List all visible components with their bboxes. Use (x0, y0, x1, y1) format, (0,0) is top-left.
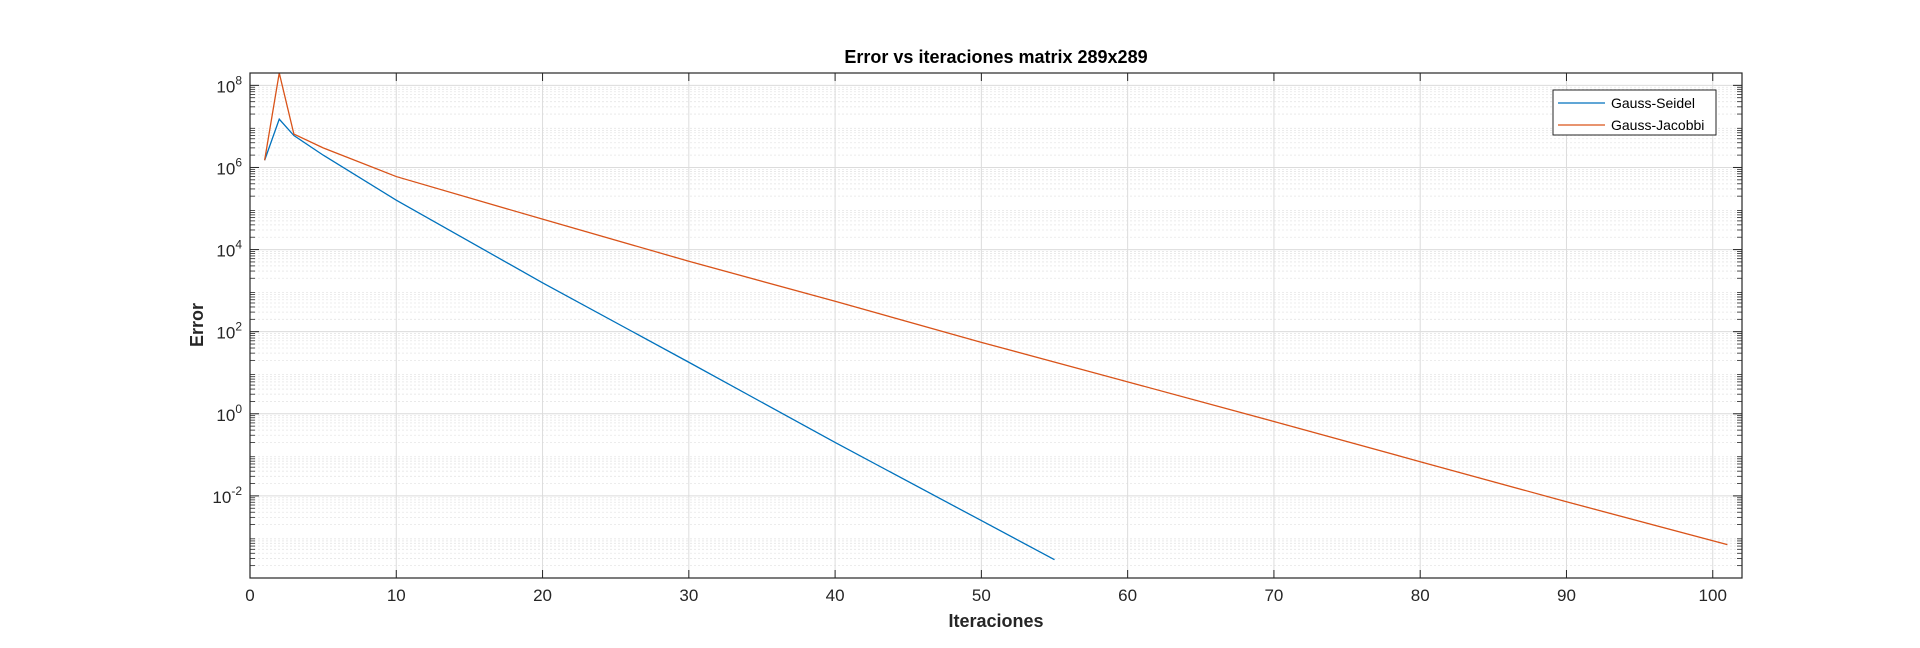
x-tick-label: 50 (972, 586, 991, 605)
y-tick-label: 100 (216, 402, 242, 425)
x-tick-label: 100 (1699, 586, 1727, 605)
legend: Gauss-Seidel Gauss-Jacobbi (1552, 89, 1717, 136)
x-tick-label: 90 (1557, 586, 1576, 605)
tick-labels: 0 10 20 30 40 50 60 70 80 90 100 10-2 100 102 104 106 10… (212, 73, 1727, 605)
ticks (249, 73, 1742, 578)
x-tick-label: 30 (679, 586, 698, 605)
legend-label-gauss-jacobbi: Gauss-Jacobbi (1611, 117, 1704, 133)
x-tick-label: 60 (1118, 586, 1137, 605)
x-tick-label: 10 (387, 586, 406, 605)
series-layer (263, 73, 1728, 561)
y-tick-label: 106 (216, 155, 242, 178)
x-tick-label: 40 (826, 586, 845, 605)
x-axis-label: Iteraciones (948, 611, 1043, 631)
series-line-gauss-jacobbi (263, 73, 1728, 546)
chart-title: Error vs iteraciones matrix 289x289 (844, 47, 1147, 67)
y-tick-label: 108 (216, 73, 242, 96)
x-tick-label: 70 (1264, 586, 1283, 605)
x-tick-label: 80 (1411, 586, 1430, 605)
y-axis-label: Error (187, 303, 207, 347)
axes-box (249, 72, 1743, 579)
x-tick-label: 20 (533, 586, 552, 605)
y-tick-label: 10-2 (212, 484, 242, 507)
x-tick-label: 0 (245, 586, 254, 605)
y-tick-label: 102 (216, 320, 242, 343)
series-line-gauss-seidel (264, 117, 1055, 561)
y-tick-label: 104 (216, 238, 242, 261)
minor-grid (250, 86, 1742, 567)
legend-box (1552, 89, 1717, 136)
legend-label-gauss-seidel: Gauss-Seidel (1611, 95, 1695, 111)
plot-area (250, 73, 1742, 578)
